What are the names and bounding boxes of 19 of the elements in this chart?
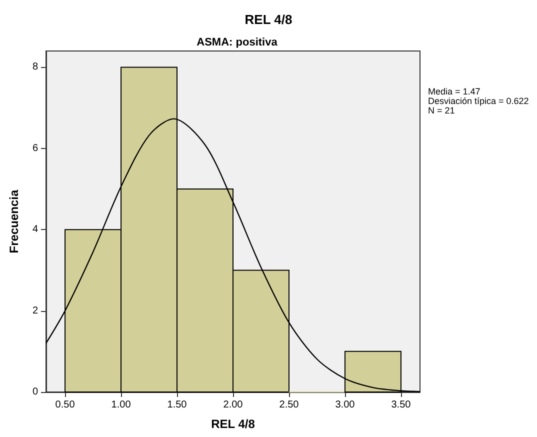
y-tick-label: 2	[32, 305, 38, 316]
x-tick-label: 1.50	[167, 400, 188, 410]
y-tick-label: 6	[32, 142, 38, 154]
x-axis-title: REL 4/8	[211, 417, 256, 431]
text: Media = 1.47	[428, 86, 480, 96]
x-tick-label: 2.00	[223, 400, 244, 410]
chart-title: REL 4/8	[244, 12, 292, 27]
y-tick-label: 4	[32, 224, 38, 236]
x-tick-label: 3.00	[335, 400, 356, 410]
x-tick-label: 3.50	[391, 400, 412, 410]
chart-subtitle: ASMA: positiva	[196, 36, 278, 48]
y-tick-label: 0	[32, 386, 38, 398]
text: Desviación típica = 0.622	[428, 96, 529, 106]
y-tick-label: 8	[32, 62, 38, 73]
x-tick-label: 1.00	[111, 400, 132, 410]
x-tick-label: 0.50	[55, 400, 76, 410]
y-axis-title: Frecuencia	[7, 190, 21, 254]
x-tick-label: 2.50	[279, 400, 300, 410]
text: N = 21	[428, 106, 455, 116]
